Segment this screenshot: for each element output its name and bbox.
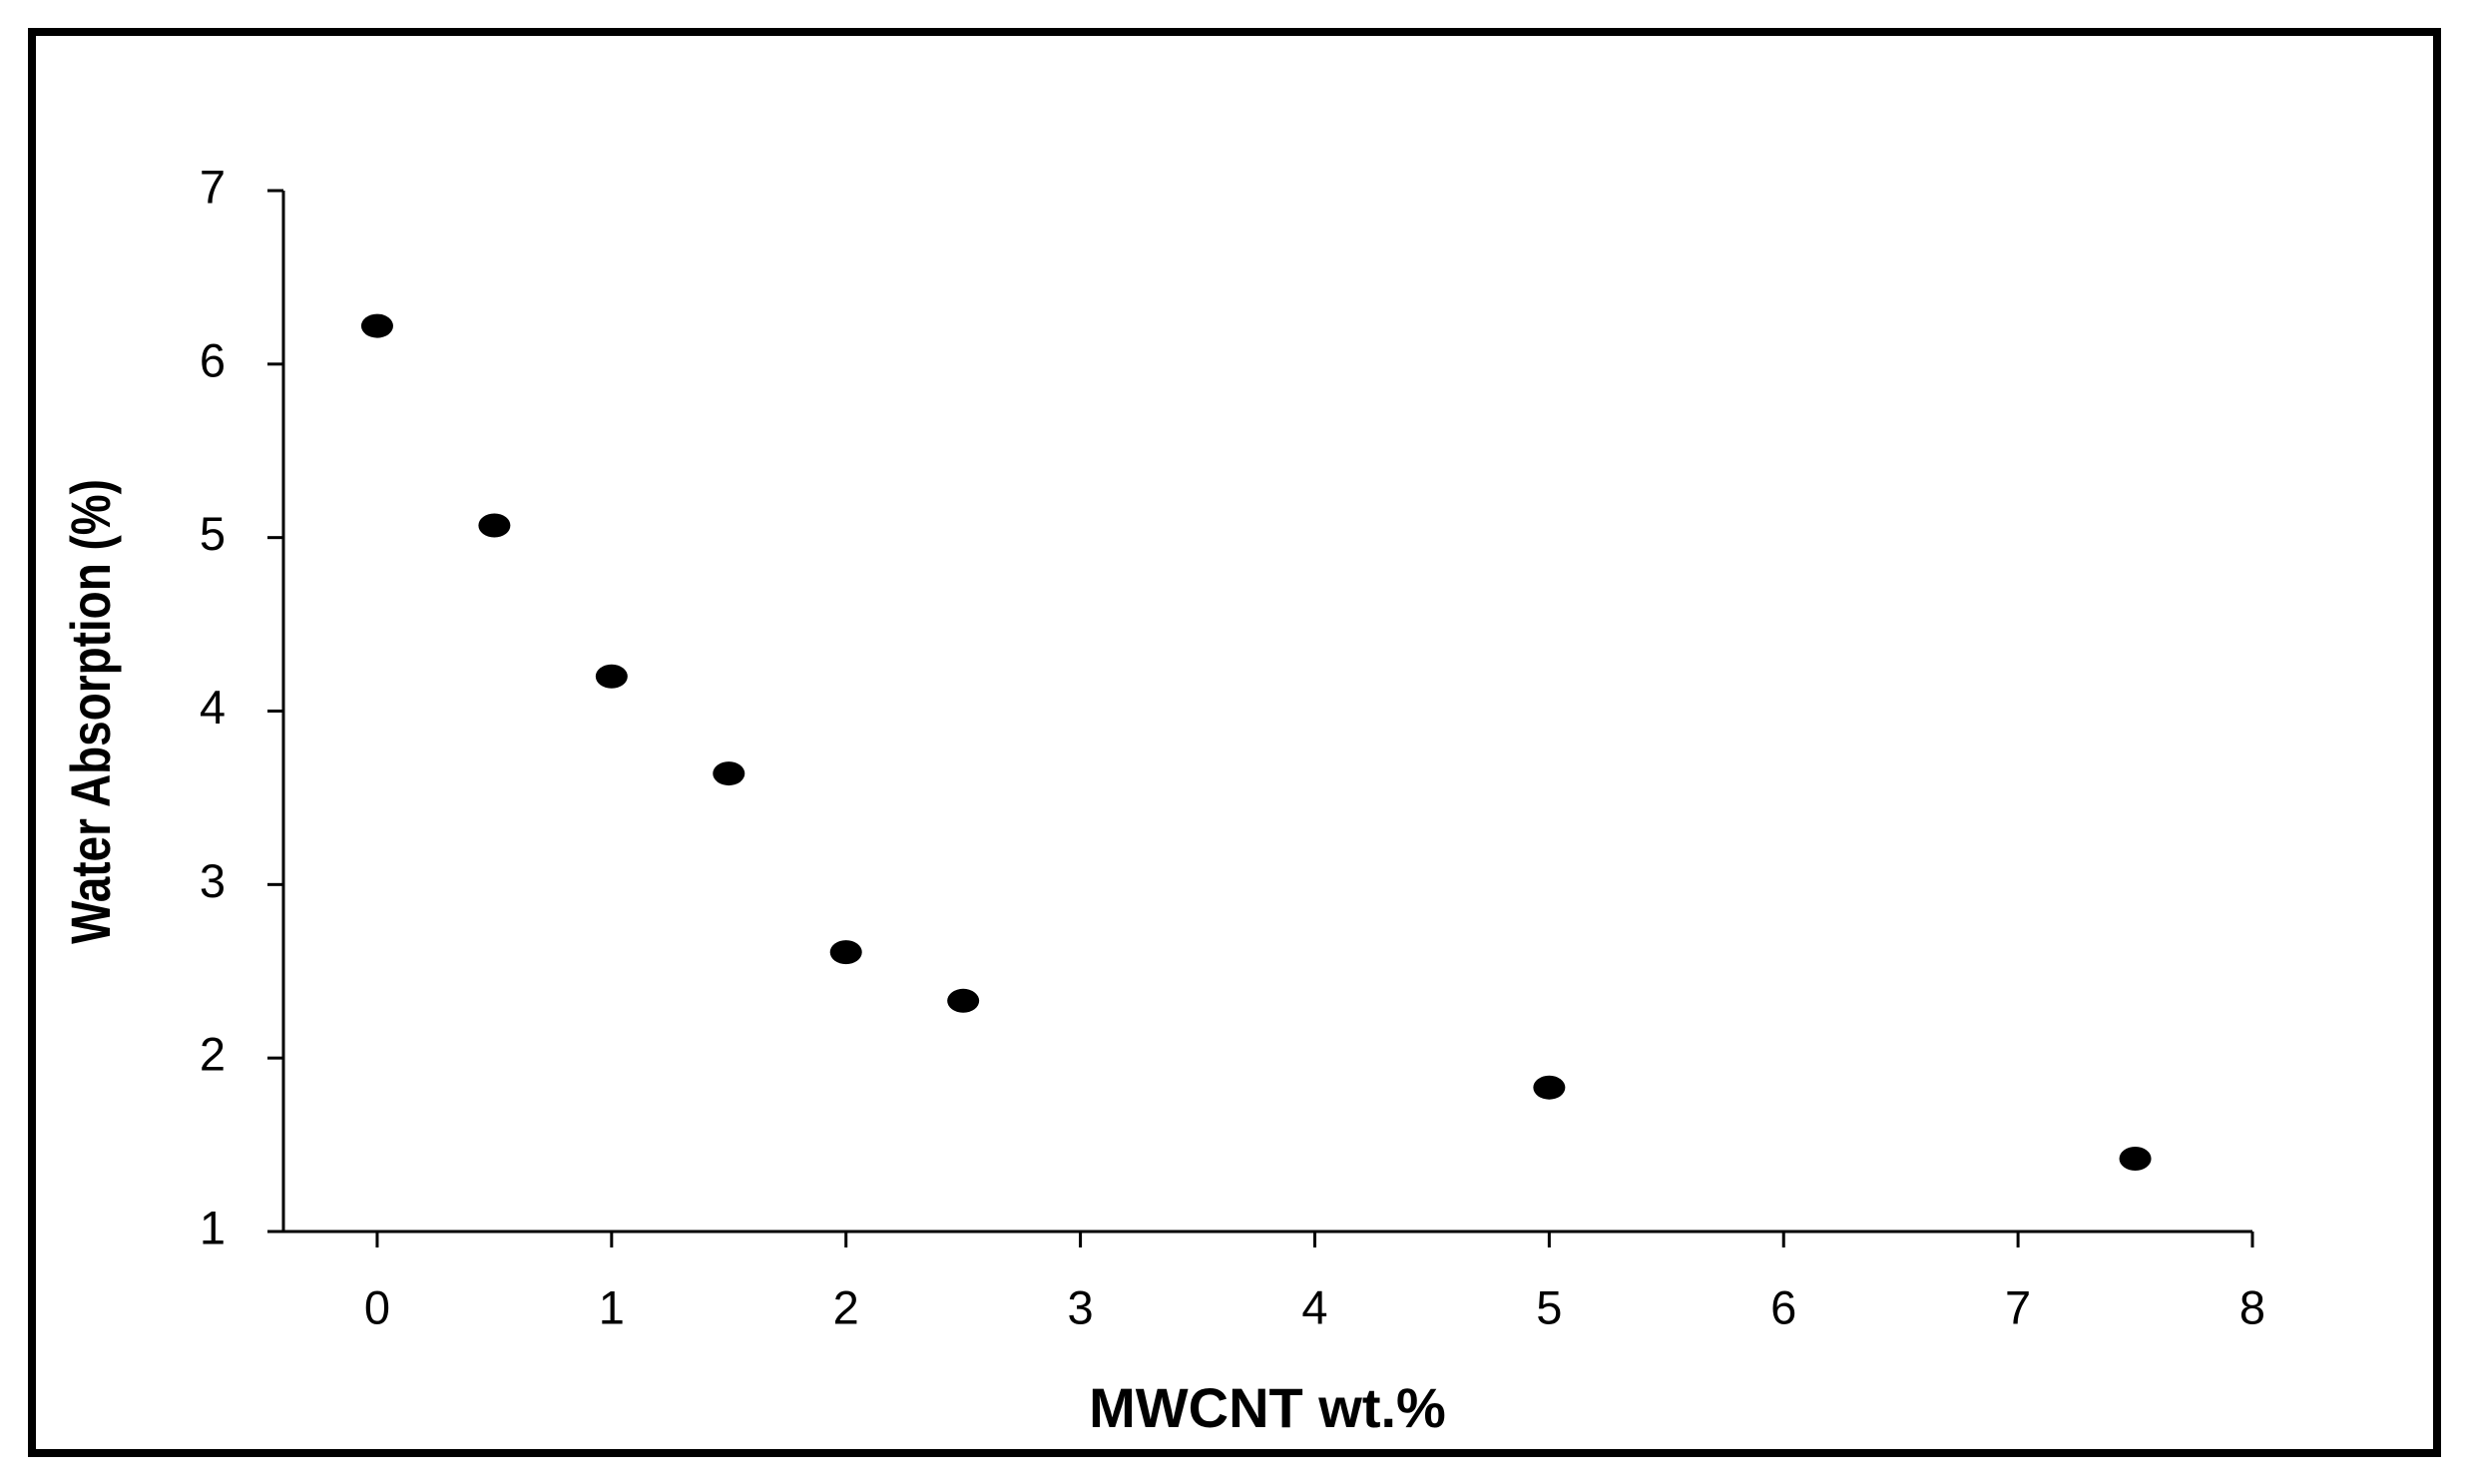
point — [360, 313, 393, 338]
x-tick-label: 1 — [599, 1280, 625, 1333]
point — [1533, 1075, 1566, 1100]
x-tick-label: 7 — [2005, 1280, 2031, 1333]
point — [713, 761, 745, 786]
x-tick-label: 8 — [2239, 1280, 2265, 1333]
x-tick-label: 5 — [1536, 1280, 1562, 1333]
y-tick-label: 4 — [200, 681, 226, 734]
frame — [28, 28, 2441, 1457]
x-tick-label: 0 — [364, 1280, 390, 1333]
x-tick-label: 3 — [1068, 1280, 1094, 1333]
y-axis-title: Water Absorption (%) — [59, 479, 121, 944]
y-tick-label: 7 — [200, 160, 226, 213]
point — [947, 988, 980, 1013]
x-tick-label: 2 — [833, 1280, 859, 1333]
y-tick-label: 2 — [200, 1028, 226, 1081]
point — [478, 513, 511, 538]
point — [2119, 1146, 2152, 1171]
x-tick-label: 6 — [1770, 1280, 1796, 1333]
x-tick-label: 4 — [1301, 1280, 1327, 1333]
point — [595, 664, 628, 689]
y-tick-label: 6 — [200, 333, 226, 386]
y-tick-label: 1 — [200, 1201, 226, 1253]
point — [829, 940, 862, 965]
x-axis-title: MWCNT wt.% — [1089, 1376, 1446, 1439]
y-tick-label: 3 — [200, 854, 226, 907]
y-tick-label: 5 — [200, 507, 226, 560]
